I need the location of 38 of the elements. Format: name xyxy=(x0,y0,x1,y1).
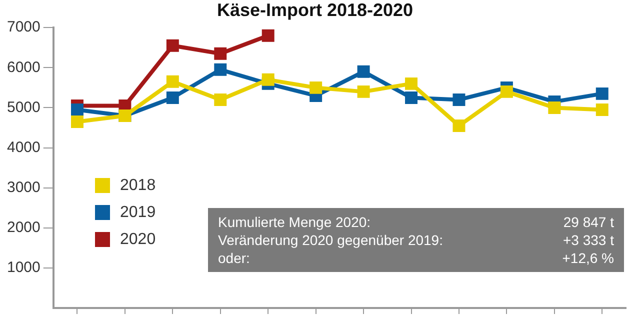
y-tick-label: 2000 xyxy=(6,219,40,236)
point xyxy=(357,65,370,78)
point xyxy=(596,87,608,100)
annotation: oder: xyxy=(218,250,251,266)
y-tick-label: 1000 xyxy=(6,259,40,276)
point xyxy=(166,39,179,52)
point xyxy=(500,85,513,98)
point xyxy=(357,85,370,98)
legend-label: 2018 xyxy=(120,176,156,194)
annotation: +12,6 % xyxy=(562,250,614,266)
point xyxy=(214,63,227,76)
annotation: 29 847 t xyxy=(562,214,614,230)
y-tick-label: 4000 xyxy=(6,138,40,156)
y-tick-label: 6000 xyxy=(6,58,40,76)
point xyxy=(214,93,227,106)
point xyxy=(214,47,227,60)
chart-title: Käse-Import 2018-2020 xyxy=(216,0,414,20)
point xyxy=(262,73,274,86)
annotation: +3 333 t xyxy=(562,232,614,248)
y-tick-label: 7000 xyxy=(6,18,40,36)
y-tick-label: 3000 xyxy=(6,178,40,196)
legend-label: 2019 xyxy=(120,204,156,222)
annotation: Kumulierte Menge 2020: xyxy=(218,214,372,230)
point xyxy=(70,115,84,128)
point xyxy=(262,29,274,42)
point xyxy=(405,77,418,90)
annotation: Veränderung 2020 gegenüber 2019: xyxy=(218,232,444,248)
point xyxy=(166,91,179,104)
point xyxy=(166,75,179,88)
point xyxy=(596,103,608,116)
point xyxy=(452,120,466,132)
point xyxy=(405,91,418,104)
y-tick-label: 5000 xyxy=(6,98,40,116)
point xyxy=(70,103,84,116)
legend-label: 2020 xyxy=(120,230,156,248)
point xyxy=(310,81,322,94)
point xyxy=(452,93,466,106)
point xyxy=(548,101,561,114)
